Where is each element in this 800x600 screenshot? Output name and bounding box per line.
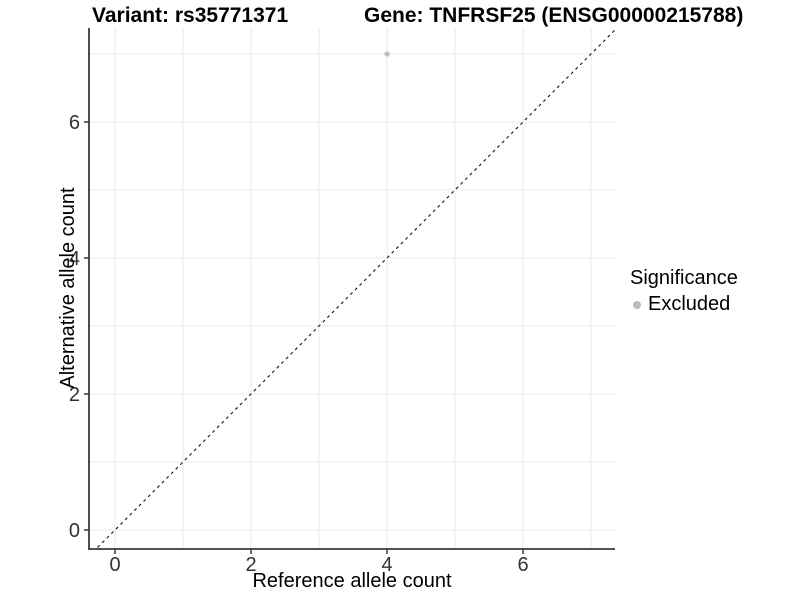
y-tick-label: 0 — [69, 520, 80, 542]
data-point — [384, 51, 390, 57]
plot-title-variant: Variant: rs35771371 — [92, 4, 289, 27]
legend-entry-label: Excluded — [648, 293, 731, 315]
x-tick-label: 0 — [109, 554, 120, 576]
x-tick-label: 2 — [245, 554, 256, 576]
plot-panel — [89, 28, 615, 549]
legend-point-swatch — [633, 300, 641, 309]
y-tick-label: 2 — [69, 384, 80, 406]
x-tick-label: 4 — [381, 554, 392, 576]
legend: Significance Excluded — [630, 267, 738, 316]
y-tick-label: 4 — [69, 248, 80, 270]
identity-line — [95, 29, 615, 549]
x-axis-title: Reference allele count — [252, 570, 452, 592]
y-axis-title: Alternative allele count — [57, 187, 79, 389]
plot-title-gene: Gene: TNFRSF25 (ENSG00000215788) — [364, 4, 744, 27]
legend-title: Significance — [630, 267, 738, 289]
legend-entry: Excluded — [633, 293, 738, 316]
x-tick-label: 6 — [517, 554, 528, 576]
y-tick-label: 6 — [69, 112, 80, 134]
